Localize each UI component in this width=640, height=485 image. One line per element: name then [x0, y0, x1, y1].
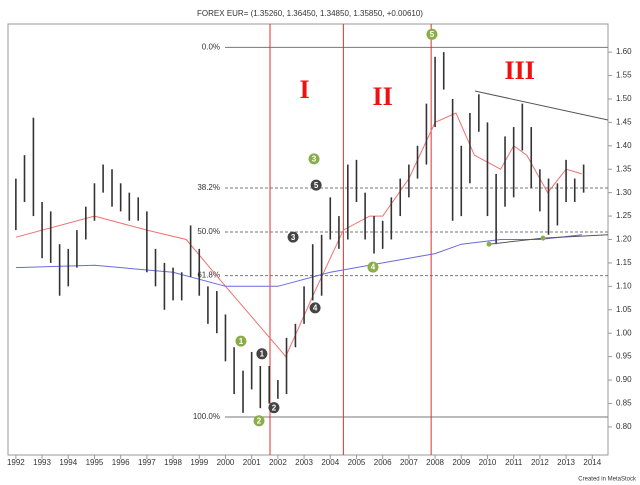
fib-label: 100.0% — [193, 412, 220, 421]
x-tick-label: 2007 — [400, 458, 418, 467]
y-tick-label: 0.90 — [616, 375, 632, 384]
x-tick-label: 2012 — [531, 458, 549, 467]
x-tick-label: 1998 — [164, 458, 182, 467]
wave-marker — [287, 231, 299, 243]
x-tick-label: 1995 — [86, 458, 104, 467]
wave-label: 4 — [313, 304, 318, 313]
fib-label: 50.0% — [197, 227, 220, 236]
wave-marker — [310, 179, 322, 191]
footer: Created in MetaStock — [578, 477, 637, 483]
x-tick-label: 2002 — [269, 458, 287, 467]
y-tick-label: 0.85 — [616, 399, 632, 408]
x-tick-label: 1999 — [190, 458, 208, 467]
y-tick-label: 1.35 — [616, 164, 632, 173]
x-tick-label: 2014 — [583, 458, 601, 467]
wave-marker — [309, 302, 321, 314]
x-tick-label: 2006 — [374, 458, 392, 467]
y-tick-label: 1.55 — [616, 71, 632, 80]
x-tick-label: 1992 — [7, 458, 25, 467]
y-tick-label: 1.20 — [616, 235, 632, 244]
wave-label: 2 — [272, 403, 277, 412]
wave-marker — [308, 153, 320, 165]
y-tick-label: 1.50 — [616, 94, 632, 103]
wave-label: 1 — [260, 349, 265, 358]
wave-label: 2 — [257, 416, 262, 425]
y-tick-label: 1.00 — [616, 328, 632, 337]
chart-title: FOREX EUR= (1.35260, 1.36450, 1.34850, 1… — [197, 9, 423, 18]
wave-label: 3 — [291, 233, 296, 242]
wave-marker — [235, 335, 247, 347]
pivot-dot — [486, 241, 492, 247]
fib-label: 61.8% — [197, 271, 220, 280]
x-tick-label: 1994 — [59, 458, 77, 467]
fib-label: 0.0% — [202, 43, 220, 52]
wave-label: 3 — [312, 155, 317, 164]
pivot-dot — [540, 235, 546, 241]
wave-marker — [367, 261, 379, 273]
y-tick-label: 1.05 — [616, 305, 632, 314]
y-tick-label: 1.60 — [616, 47, 632, 56]
wave-degree-label: I — [300, 75, 310, 104]
wave-label: 4 — [371, 263, 376, 272]
wave-marker — [253, 415, 265, 427]
x-tick-label: 2013 — [557, 458, 575, 467]
x-tick-label: 2009 — [452, 458, 470, 467]
y-tick-label: 1.15 — [616, 258, 632, 267]
x-tick-label: 2008 — [426, 458, 444, 467]
wave-degree-label: III — [505, 56, 535, 85]
y-tick-label: 0.95 — [616, 352, 632, 361]
x-tick-label: 2010 — [479, 458, 497, 467]
wave-label: 1 — [239, 337, 244, 346]
x-tick-label: 1996 — [112, 458, 130, 467]
moving-average — [15, 234, 582, 287]
y-tick-label: 0.80 — [616, 422, 632, 431]
wave-marker — [426, 28, 438, 40]
x-tick-label: 2000 — [217, 458, 235, 467]
y-tick-label: 1.30 — [616, 188, 632, 197]
x-tick-label: 1997 — [138, 458, 156, 467]
wave-label: 5 — [314, 181, 319, 190]
wave-marker — [256, 348, 268, 360]
wave-label: 5 — [430, 30, 435, 39]
x-tick-label: 2005 — [348, 458, 366, 467]
x-tick-label: 2004 — [321, 458, 339, 467]
wave-marker — [268, 402, 280, 414]
wave-degree-label: II — [373, 82, 393, 111]
x-tick-label: 2001 — [243, 458, 261, 467]
fib-label: 38.2% — [197, 183, 220, 192]
x-tick-label: 1993 — [33, 458, 51, 467]
y-tick-label: 1.25 — [616, 211, 632, 220]
y-tick-label: 1.40 — [616, 141, 632, 150]
trendline — [474, 90, 609, 121]
x-tick-label: 2003 — [295, 458, 313, 467]
y-tick-label: 1.45 — [616, 117, 632, 126]
x-tick-label: 2011 — [505, 458, 523, 467]
y-tick-label: 1.10 — [616, 281, 632, 290]
